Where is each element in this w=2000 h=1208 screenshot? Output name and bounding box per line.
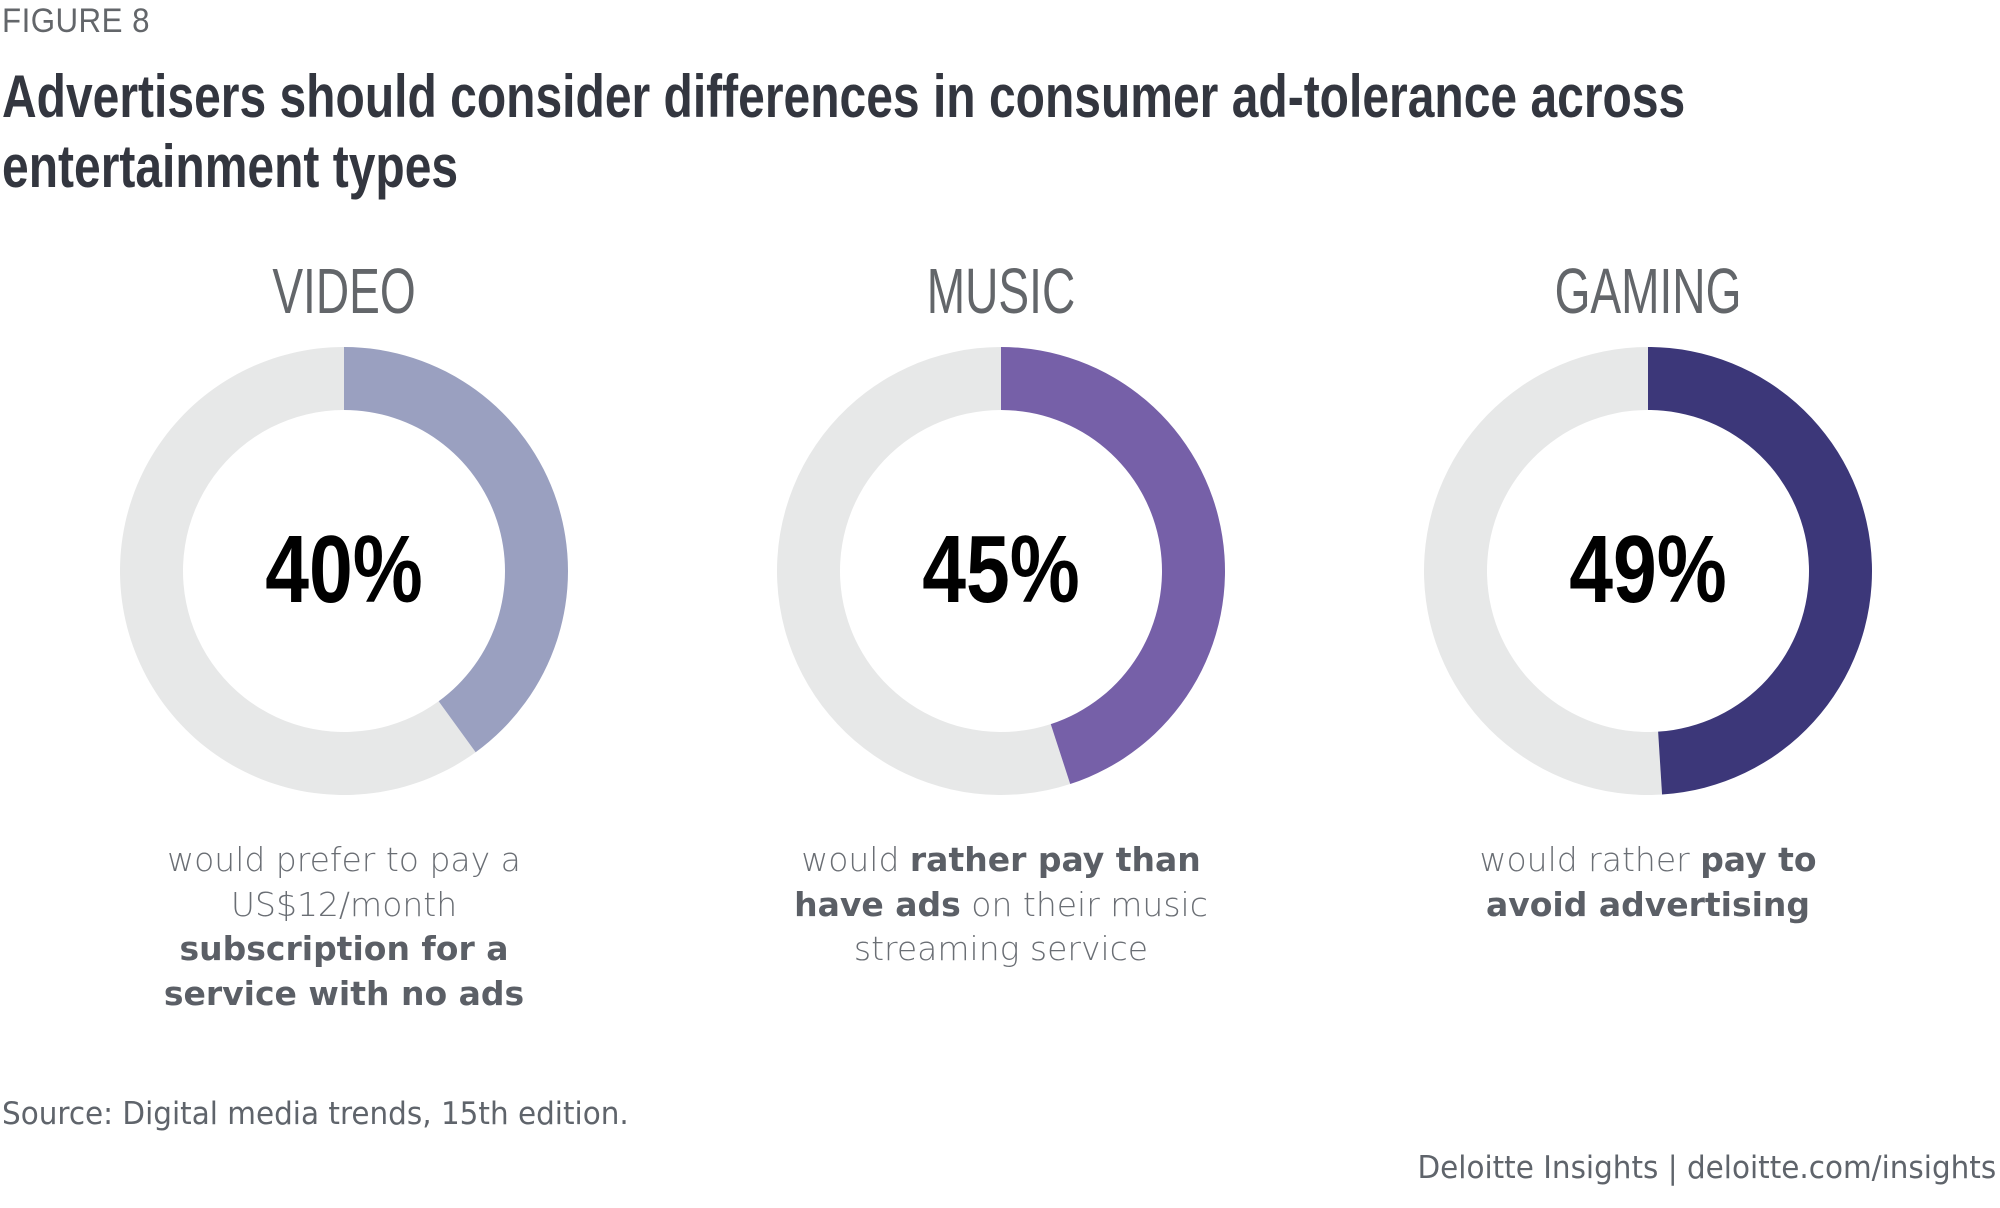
donut-segment-music <box>1001 347 1226 785</box>
donut-video: VIDEO 40% <box>120 256 569 795</box>
caption-video-line-3: subscription for a <box>179 929 509 968</box>
caption-music-line-3: streaming service <box>853 929 1149 968</box>
donut-remainder-gaming <box>1424 347 1663 796</box>
caption-video-line-4: service with no ads <box>163 973 525 1013</box>
caption-video-line-2: US$12/month <box>230 884 458 924</box>
caption-gaming-line-1-pre: would rather <box>1479 840 1701 879</box>
value-label-music: 45% <box>922 516 1080 623</box>
donut-gaming: GAMING 49% <box>1424 256 1872 796</box>
value-label-gaming: 49% <box>1569 516 1727 623</box>
caption-music-line-1-pre: would <box>801 840 910 879</box>
caption-music-line-1-bold: rather pay than <box>909 840 1201 879</box>
category-label-music: MUSIC <box>927 256 1075 327</box>
caption-gaming: would rather pay to avoid advertising <box>1388 838 1908 927</box>
caption-gaming-line-2-bold: avoid advertising <box>1485 884 1811 924</box>
caption-gaming-line-1-bold: pay to <box>1700 840 1817 879</box>
donut-segment-gaming <box>1648 347 1872 795</box>
caption-video: would prefer to pay a US$12/month subscr… <box>84 838 604 1016</box>
chart-title-line-2: entertainment types <box>2 133 459 200</box>
figure-label: FIGURE 8 <box>2 2 150 40</box>
source-note: Source: Digital media trends, 15th editi… <box>2 1096 629 1132</box>
footer-credit: Deloitte Insights | deloitte.com/insight… <box>1417 1150 1996 1186</box>
caption-music: would rather pay than have ads on their … <box>741 838 1261 972</box>
donut-music: MUSIC 45% <box>777 256 1226 795</box>
caption-music-line-2-post: on their music <box>960 884 1208 924</box>
donut-remainder-video <box>120 347 476 795</box>
caption-video-line-1: would prefer to pay a <box>167 840 521 879</box>
donut-remainder-music <box>777 347 1071 795</box>
chart-title-line-1: Advertisers should consider differences … <box>2 63 1686 130</box>
donut-segment-video <box>344 347 569 753</box>
caption-music-line-2-bold: have ads <box>794 884 961 924</box>
value-label-video: 40% <box>265 516 423 623</box>
category-label-gaming: GAMING <box>1555 256 1742 327</box>
category-label-video: VIDEO <box>272 256 415 327</box>
chart-title: Advertisers should consider differences … <box>2 62 1686 202</box>
